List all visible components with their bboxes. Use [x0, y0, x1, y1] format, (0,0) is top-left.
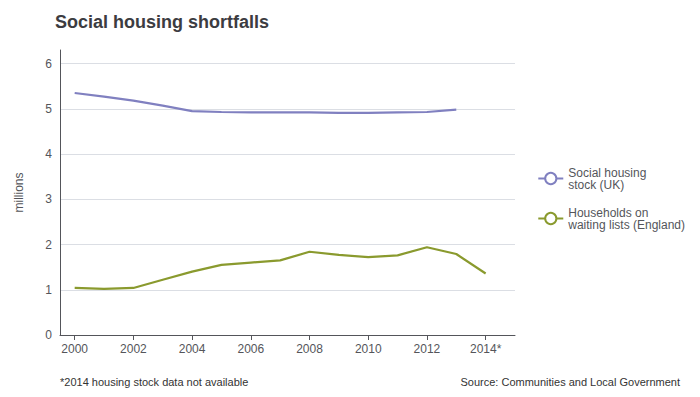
svg-text:2014*: 2014*: [470, 342, 502, 356]
svg-text:2004: 2004: [179, 342, 206, 356]
svg-text:0: 0: [45, 328, 52, 342]
svg-text:Source: Communities and Local: Source: Communities and Local Government: [461, 376, 680, 388]
svg-text:1: 1: [45, 283, 52, 297]
svg-text:2012: 2012: [414, 342, 441, 356]
svg-text:*2014 housing stock data not a: *2014 housing stock data not available: [60, 376, 248, 388]
svg-text:2002: 2002: [120, 342, 147, 356]
svg-text:2000: 2000: [61, 342, 88, 356]
svg-text:2006: 2006: [237, 342, 264, 356]
svg-text:Social housing: Social housing: [568, 165, 647, 180]
svg-text:Households on: Households on: [568, 205, 649, 220]
svg-text:3: 3: [45, 192, 52, 206]
svg-text:2: 2: [45, 238, 52, 252]
svg-text:stock (UK): stock (UK): [568, 178, 624, 192]
svg-text:4: 4: [45, 147, 52, 161]
svg-text:waiting lists (England): waiting lists (England): [567, 218, 685, 232]
svg-text:Social housing shortfalls: Social housing shortfalls: [55, 12, 269, 32]
svg-text:2008: 2008: [296, 342, 323, 356]
svg-text:6: 6: [45, 57, 52, 71]
svg-text:2010: 2010: [355, 342, 382, 356]
svg-text:millions: millions: [12, 172, 26, 212]
svg-text:5: 5: [45, 102, 52, 116]
